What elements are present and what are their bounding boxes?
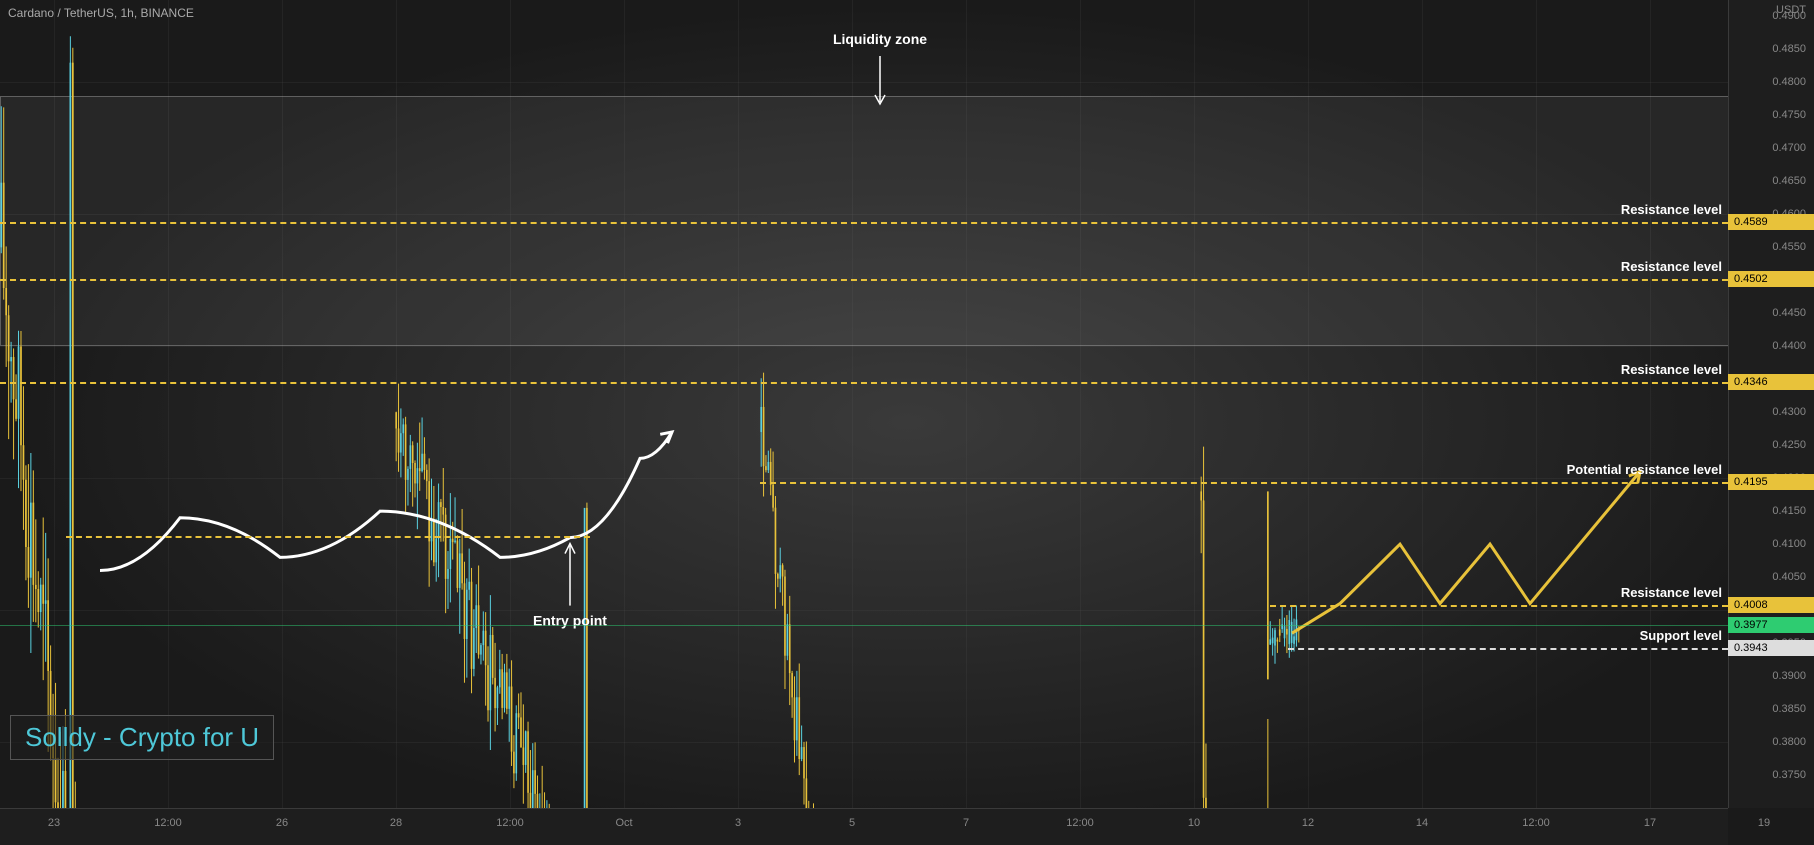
- watermark-box: Solldy - Crypto for U: [10, 715, 274, 760]
- level-label: Support level: [1640, 628, 1722, 643]
- x-axis: 23 12:00 26 28 12:00 Oct 3 5 7 12:00 10 12 14 12:00 17…: [0, 808, 1728, 845]
- x-tick: 10: [1188, 817, 1200, 829]
- chart-container: Cardano / TetherUS, 1h, BINANCE Liquidit…: [0, 0, 1814, 845]
- x-tick: Oct: [615, 817, 632, 829]
- price-level-tag: 0.4195: [1728, 474, 1814, 490]
- y-tick: 0.4700: [1772, 142, 1806, 154]
- level-label: Resistance level: [1621, 202, 1722, 217]
- y-tick: 0.3850: [1772, 703, 1806, 715]
- y-tick: 0.3750: [1772, 769, 1806, 781]
- y-tick: 0.4400: [1772, 340, 1806, 352]
- level-line: [760, 482, 1728, 484]
- y-tick: 0.4850: [1772, 43, 1806, 55]
- price-level-tag: 0.4502: [1728, 271, 1814, 287]
- y-tick: 0.4900: [1772, 10, 1806, 22]
- level-label: Resistance level: [1621, 362, 1722, 377]
- x-tick: 12:00: [154, 817, 182, 829]
- y-tick: 0.4750: [1772, 109, 1806, 121]
- x-tick: 26: [276, 817, 288, 829]
- price-level-tag: 0.4589: [1728, 214, 1814, 230]
- level-line: [1288, 648, 1728, 650]
- level-label: Resistance level: [1621, 585, 1722, 600]
- price-level-tag: 0.4008: [1728, 597, 1814, 613]
- x-tick: 12:00: [1066, 817, 1094, 829]
- level-label: Resistance level: [1621, 259, 1722, 274]
- price-level-tag: 0.3943: [1728, 640, 1814, 656]
- y-tick: 0.4650: [1772, 175, 1806, 187]
- x-tick: 5: [849, 817, 855, 829]
- overlay-svg: Liquidity zoneEntry point: [0, 0, 1728, 808]
- y-tick: 0.3800: [1772, 736, 1806, 748]
- price-level-tag: 0.4346: [1728, 374, 1814, 390]
- y-tick: 0.4800: [1772, 76, 1806, 88]
- x-tick: 23: [48, 817, 60, 829]
- y-tick: 0.4150: [1772, 505, 1806, 517]
- y-tick: 0.4100: [1772, 538, 1806, 550]
- y-tick: 0.4550: [1772, 241, 1806, 253]
- entry-wave-path: [100, 432, 672, 571]
- price-level-tag: 0.3977: [1728, 617, 1814, 633]
- x-tick: 17: [1644, 817, 1656, 829]
- symbol-header: Cardano / TetherUS, 1h, BINANCE: [8, 6, 194, 20]
- x-tick: 3: [735, 817, 741, 829]
- y-tick: 0.4250: [1772, 439, 1806, 451]
- x-tick: 12:00: [496, 817, 524, 829]
- level-line: [0, 222, 1728, 224]
- level-line: [1270, 605, 1728, 607]
- y-tick: 0.3900: [1772, 670, 1806, 682]
- plot-area[interactable]: Cardano / TetherUS, 1h, BINANCE Liquidit…: [0, 0, 1728, 808]
- x-tick: 19: [1758, 817, 1770, 829]
- x-tick: 7: [963, 817, 969, 829]
- liquidity-zone-label: Liquidity zone: [833, 31, 927, 47]
- level-line: [0, 279, 1728, 281]
- y-tick: 0.4450: [1772, 307, 1806, 319]
- y-tick: 0.4050: [1772, 571, 1806, 583]
- x-tick: 12:00: [1522, 817, 1550, 829]
- level-label: Potential resistance level: [1567, 462, 1722, 477]
- level-line: [0, 382, 1728, 384]
- x-tick: 12: [1302, 817, 1314, 829]
- y-tick: 0.4300: [1772, 406, 1806, 418]
- y-axis: USDT 0.37500.38000.38500.39000.39500.400…: [1728, 0, 1814, 808]
- x-tick: 14: [1416, 817, 1428, 829]
- x-tick: 28: [390, 817, 402, 829]
- projection-path: [1292, 472, 1640, 634]
